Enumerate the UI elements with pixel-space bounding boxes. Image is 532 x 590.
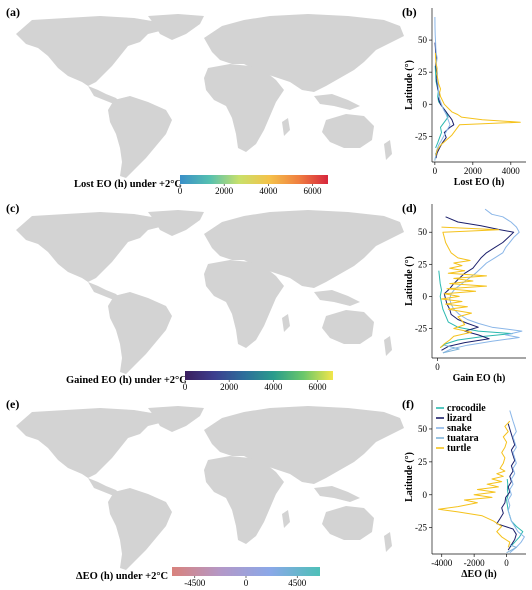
- colorbar-tick-label-e: 4500: [288, 578, 307, 588]
- colorbar-tick-label-c: 4000: [264, 382, 283, 392]
- x-tick-label-b: 2000: [464, 166, 483, 176]
- series-line-snake-d: [442, 208, 523, 354]
- colorbar-tick-label-a: 0: [178, 186, 183, 196]
- legend-label-tuatara: tuatara: [447, 433, 479, 444]
- y-tick-label-b: -25: [415, 131, 427, 141]
- y-axis-title-b: Latitude (°): [404, 60, 415, 110]
- y-tick-label-b: 25: [418, 67, 428, 77]
- x-tick-label-d: 0: [435, 362, 440, 372]
- legend-label-turtle: turtle: [447, 443, 471, 454]
- panel-label-b: (b): [402, 5, 417, 19]
- series-line-lizard-f: [496, 423, 517, 551]
- colorbar-title-e: ΔEO (h) under +2°C: [76, 571, 168, 582]
- colorbar-c: [185, 371, 333, 380]
- x-tick-label-f: -4000: [431, 558, 452, 568]
- x-tick-label-f: 0: [504, 558, 509, 568]
- y-axis-title-d: Latitude (°): [404, 256, 415, 306]
- y-tick-label-b: 0: [423, 99, 428, 109]
- series-line-lizard-b: [434, 42, 455, 159]
- series-line-tuatara-d: [442, 344, 460, 354]
- y-tick-label-b: 50: [418, 35, 428, 45]
- colorbar-tick-label-a: 4000: [259, 186, 278, 196]
- colorbar-tick-label-a: 2000: [215, 186, 234, 196]
- profile-plot-f: -25 0 25 50 -4000 -2000 0 ΔEO (h) Latitude (°) cr…: [404, 400, 526, 580]
- y-tick-label-f: -25: [415, 523, 427, 533]
- x-tick-label-b: 0: [433, 166, 438, 176]
- y-tick-label-d: -25: [415, 323, 427, 333]
- series-line-snake-f: [507, 410, 525, 554]
- panel-label-a: (a): [6, 5, 20, 19]
- legend-label-crocodile: crocodile: [447, 403, 486, 414]
- series-line-turtle-b: [434, 52, 521, 156]
- y-tick-label-f: 0: [423, 490, 428, 500]
- legend-label-snake: snake: [447, 423, 472, 434]
- panel-label-c: (c): [6, 201, 19, 215]
- map-lost-eo: [16, 14, 404, 178]
- colorbar-e: [172, 567, 320, 576]
- y-tick-label-f: 25: [418, 457, 428, 467]
- legend-label-lizard: lizard: [447, 413, 472, 424]
- series-line-turtle-f: [438, 420, 511, 548]
- colorbar-tick-label-c: 2000: [220, 382, 239, 392]
- colorbar-tick-label-e: -4500: [184, 578, 205, 588]
- y-tick-label-d: 0: [423, 291, 428, 301]
- x-axis-title-b: Lost EO (h): [454, 177, 505, 188]
- colorbar-tick-label-e: 0: [244, 578, 249, 588]
- colorbar-tick-label-a: 6000: [304, 186, 323, 196]
- panel-label-d: (d): [402, 201, 417, 215]
- map-delta-eo: [16, 406, 404, 570]
- colorbar-title-c: Gained EO (h) under +2°C: [66, 375, 187, 386]
- y-tick-label-d: 50: [418, 227, 428, 237]
- panel-label-f: (f): [402, 397, 414, 411]
- series-line-turtle-d: [439, 226, 500, 349]
- series-line-tuatara-f: [506, 544, 517, 554]
- colorbar-tick-label-c: 0: [183, 382, 188, 392]
- profile-plot-d: -25 0 25 50 0 Gain EO (h) Latitude (°): [404, 204, 526, 384]
- x-axis-title-f: ΔEO (h): [461, 569, 496, 580]
- colorbar-title-a: Lost EO (h) under +2°C: [74, 179, 182, 190]
- x-tick-label-b: 4000: [502, 166, 521, 176]
- x-tick-label-f: -2000: [464, 558, 485, 568]
- y-axis-title-f: Latitude (°): [404, 452, 415, 502]
- colorbars: Lost EO (h) under +2°C0 2000 4000 6000Gaine…: [66, 175, 333, 588]
- panel-label-e: (e): [6, 397, 19, 411]
- colorbar-a: [180, 175, 328, 184]
- colorbar-tick-label-c: 6000: [309, 382, 328, 392]
- series-line-crocodile-d: [438, 270, 513, 349]
- x-axis-title-d: Gain EO (h): [453, 373, 506, 384]
- y-tick-label-d: 25: [418, 259, 428, 269]
- series-line-snake-b: [434, 16, 451, 156]
- map-gained-eo: [16, 210, 404, 374]
- y-tick-label-f: 50: [418, 424, 428, 434]
